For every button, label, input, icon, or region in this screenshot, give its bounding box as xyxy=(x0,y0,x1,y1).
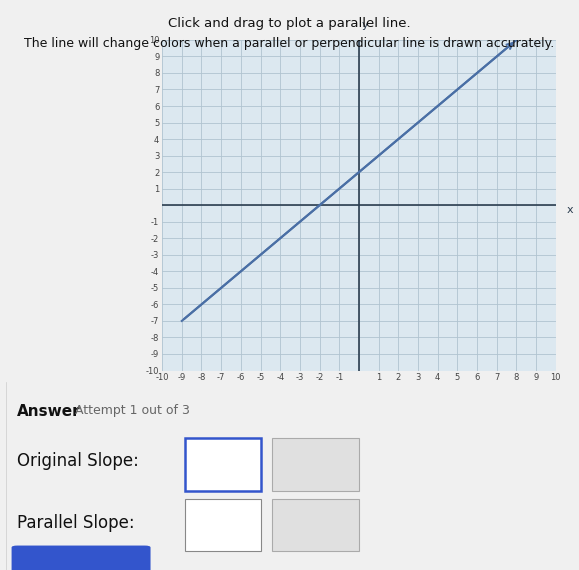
Text: undefined: undefined xyxy=(287,459,344,470)
Text: undefined: undefined xyxy=(287,520,344,530)
Text: y: y xyxy=(361,21,368,30)
FancyBboxPatch shape xyxy=(12,545,151,570)
Text: Click and drag to plot a parallel line.: Click and drag to plot a parallel line. xyxy=(168,17,411,30)
Text: Submit Answer: Submit Answer xyxy=(22,561,140,570)
Text: Original Slope:: Original Slope: xyxy=(17,452,139,470)
FancyBboxPatch shape xyxy=(272,438,359,491)
Text: x: x xyxy=(566,205,573,215)
FancyBboxPatch shape xyxy=(185,438,261,491)
Text: |: | xyxy=(188,457,193,472)
Text: Parallel Slope:: Parallel Slope: xyxy=(17,514,135,532)
Text: Answer: Answer xyxy=(17,405,81,420)
FancyBboxPatch shape xyxy=(272,499,359,551)
Text: The line will change colors when a parallel or perpendicular line is drawn accur: The line will change colors when a paral… xyxy=(24,37,555,50)
Text: Attempt 1 out of 3: Attempt 1 out of 3 xyxy=(75,405,190,417)
FancyBboxPatch shape xyxy=(185,499,261,551)
